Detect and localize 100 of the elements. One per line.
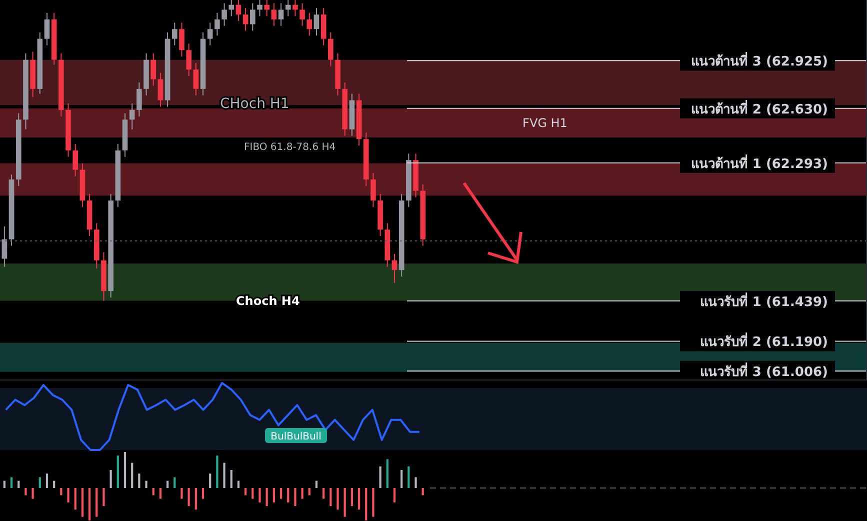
bar: [252, 488, 254, 499]
candlestick: [172, 22, 178, 46]
bar: [145, 480, 148, 488]
candlestick: [72, 143, 78, 177]
bar: [386, 459, 388, 488]
bar: [74, 488, 76, 510]
candlestick: [242, 8, 248, 32]
candlestick: [328, 32, 334, 67]
band-label: FVG H1: [522, 116, 568, 130]
bar: [174, 477, 176, 488]
candlestick: [264, 0, 270, 17]
bar: [216, 456, 218, 488]
bar: [138, 474, 140, 488]
bar: [194, 488, 197, 510]
bar: [131, 462, 134, 488]
candlestick: [44, 12, 50, 46]
ref-line-label: แนวรับที่ 1 (61.439): [700, 292, 828, 310]
ref-line-label: แนวรับที่ 2 (61.190): [700, 332, 828, 350]
bar: [46, 474, 48, 488]
bar: [287, 488, 290, 502]
candlestick: [150, 52, 156, 86]
candlestick: [257, 0, 262, 17]
bar: [60, 488, 62, 496]
bar: [38, 477, 41, 488]
bar: [24, 488, 27, 496]
bar: [322, 488, 325, 499]
bar: [102, 488, 105, 506]
annotation: CHoch H1: [220, 96, 290, 112]
bar: [81, 488, 84, 517]
bar: [67, 488, 70, 502]
ref-line-label: แนวต้านที่ 1 (62.293): [690, 154, 828, 172]
bar: [159, 488, 162, 499]
candlestick: [370, 172, 376, 208]
bar: [180, 488, 183, 499]
candlestick: [136, 82, 142, 117]
bar: [408, 466, 410, 488]
candlestick: [278, 2, 284, 26]
bar: [358, 488, 360, 510]
candlestick: [250, 2, 256, 32]
bar: [379, 466, 382, 488]
bar: [166, 480, 169, 488]
bar: [280, 488, 282, 499]
bar: [96, 488, 98, 517]
bar: [188, 488, 190, 506]
candlestick: [392, 253, 398, 284]
candlestick: [306, 12, 312, 36]
bar: [400, 470, 403, 488]
bar: [272, 488, 275, 502]
candlestick: [300, 2, 305, 26]
candlestick: [228, 0, 234, 17]
bar: [244, 488, 247, 496]
candlestick: [285, 0, 291, 17]
bar: [266, 488, 268, 506]
bar: [336, 488, 339, 510]
bar: [116, 456, 119, 488]
candlestick: [193, 62, 199, 96]
candlestick: [158, 72, 164, 108]
bar: [3, 480, 6, 488]
bar: [237, 480, 240, 488]
candlestick: [2, 226, 8, 268]
bar: [258, 488, 261, 502]
candlestick: [129, 102, 135, 130]
ref-line-label: แนวรับที่ 3 (61.006): [700, 362, 828, 380]
candlestick: [222, 2, 227, 26]
candlestick: [314, 8, 320, 36]
annotation: BulBulBull: [270, 432, 322, 442]
annotation: Choch H4: [236, 294, 300, 308]
bar: [393, 488, 396, 502]
bar: [18, 480, 20, 488]
bar: [308, 488, 310, 496]
bar: [10, 477, 13, 488]
ref-line-label: แนวต้านที่ 3 (62.925): [690, 52, 828, 70]
candlestick: [207, 22, 213, 46]
ref-line-label: แนวต้านที่ 2 (62.630): [690, 99, 828, 118]
bar: [294, 488, 296, 506]
bar: [350, 488, 354, 506]
candlestick: [292, 0, 298, 17]
bar: [223, 462, 226, 488]
candlestick: [271, 2, 277, 26]
bar: [230, 470, 232, 488]
bar: [209, 474, 212, 488]
bar: [344, 488, 346, 517]
bar: [301, 488, 304, 499]
bar: [372, 488, 374, 517]
candlestick: [179, 22, 184, 58]
bar: [32, 488, 34, 499]
bar: [110, 470, 112, 488]
annotation: FIBO 61.8-78.6 H4: [244, 142, 336, 153]
bar: [414, 477, 417, 488]
candlestick: [214, 12, 220, 36]
bar: [124, 452, 126, 488]
bar: [422, 488, 424, 496]
bar: [315, 480, 318, 488]
bar: [202, 488, 204, 499]
bar: [152, 488, 154, 496]
bar: [365, 488, 368, 520]
candlestick: [186, 43, 192, 76]
bar: [330, 488, 332, 506]
candlestick: [236, 0, 242, 22]
bar: [88, 488, 91, 520]
